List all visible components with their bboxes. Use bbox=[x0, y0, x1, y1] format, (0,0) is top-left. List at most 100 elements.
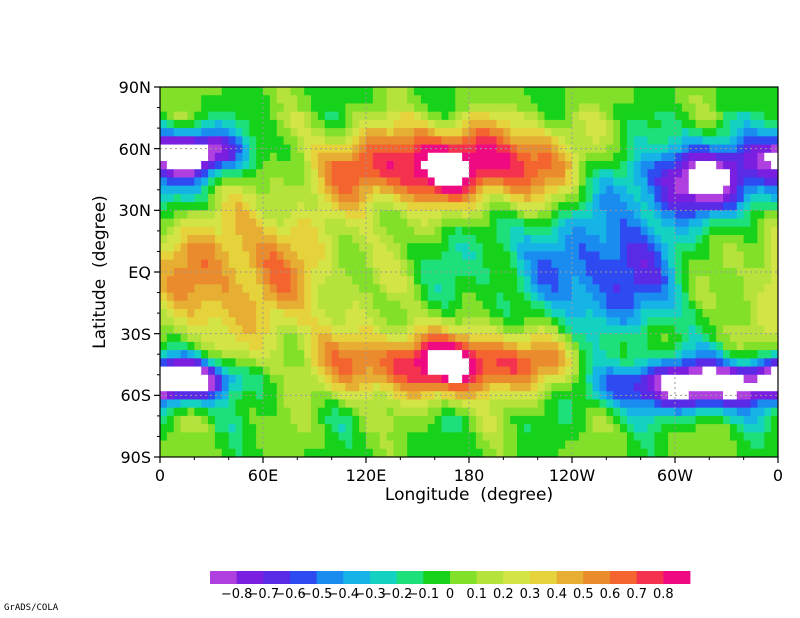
heatmap-cell bbox=[366, 440, 374, 450]
heatmap-cell bbox=[537, 383, 546, 392]
heatmap-cell bbox=[235, 383, 243, 392]
heatmap-cell bbox=[640, 169, 649, 179]
heatmap-cell bbox=[249, 161, 257, 170]
heatmap-cell bbox=[544, 226, 552, 236]
heatmap-cell bbox=[626, 161, 635, 170]
heatmap-cell bbox=[757, 276, 765, 285]
heatmap-cell bbox=[599, 251, 607, 261]
heatmap-cell bbox=[750, 366, 758, 376]
heatmap-cell bbox=[311, 95, 319, 105]
heatmap-cell bbox=[276, 111, 285, 121]
heatmap-cell bbox=[235, 243, 243, 253]
heatmap-cell bbox=[709, 358, 717, 368]
heatmap-cell bbox=[462, 350, 470, 359]
heatmap-cell bbox=[503, 161, 511, 170]
heatmap-cell bbox=[331, 399, 340, 409]
heatmap-cell bbox=[592, 325, 601, 335]
heatmap-cell bbox=[180, 193, 189, 203]
heatmap-cell bbox=[558, 251, 566, 261]
heatmap-cell bbox=[366, 95, 374, 105]
heatmap-cell bbox=[311, 383, 319, 392]
heatmap-cell bbox=[249, 350, 257, 359]
heatmap-cell bbox=[537, 128, 546, 137]
heatmap-cell bbox=[771, 128, 778, 137]
heatmap-cell bbox=[530, 325, 539, 335]
heatmap-cell bbox=[613, 243, 621, 253]
heatmap-cell bbox=[194, 341, 202, 351]
heatmap-cell bbox=[572, 333, 580, 343]
heatmap-cell bbox=[626, 300, 635, 310]
heatmap-cell bbox=[317, 300, 326, 310]
heatmap-cell bbox=[263, 358, 271, 368]
heatmap-cell bbox=[716, 284, 724, 294]
heatmap-cell bbox=[276, 424, 285, 433]
heatmap-cell bbox=[626, 407, 635, 417]
heatmap-cell bbox=[757, 235, 765, 244]
heatmap-cell bbox=[455, 284, 463, 294]
heatmap-cell bbox=[311, 424, 319, 433]
heatmap-cell bbox=[592, 193, 601, 203]
heatmap-cell bbox=[345, 136, 353, 146]
heatmap-cell bbox=[194, 87, 202, 96]
heatmap-cell bbox=[503, 185, 511, 195]
heatmap-cell bbox=[228, 358, 237, 368]
heatmap-cell bbox=[496, 292, 504, 302]
heatmap-cell bbox=[585, 136, 594, 146]
heatmap-cell bbox=[201, 226, 209, 236]
heatmap-cell bbox=[407, 119, 415, 129]
heatmap-cell bbox=[386, 218, 395, 228]
heatmap-cell bbox=[187, 119, 195, 129]
heatmap-cell bbox=[180, 152, 189, 162]
heatmap-cell bbox=[681, 136, 690, 146]
heatmap-cell bbox=[366, 325, 374, 335]
heatmap-cell bbox=[235, 128, 243, 137]
heatmap-cell bbox=[723, 235, 731, 244]
heatmap-cell bbox=[366, 391, 374, 401]
heatmap-cell bbox=[764, 111, 772, 121]
heatmap-cell bbox=[173, 210, 182, 220]
heatmap-cell bbox=[709, 317, 717, 327]
heatmap-cell bbox=[517, 284, 525, 294]
heatmap-cell bbox=[517, 276, 525, 285]
heatmap-cell bbox=[242, 103, 250, 113]
heatmap-cell bbox=[166, 276, 175, 285]
heatmap-cell bbox=[366, 103, 374, 113]
heatmap-cell bbox=[448, 448, 456, 457]
heatmap-cell bbox=[647, 309, 655, 318]
heatmap-cell bbox=[352, 185, 360, 195]
heatmap-cell bbox=[606, 259, 614, 269]
heatmap-cell bbox=[242, 95, 250, 105]
heatmap-cell bbox=[757, 128, 765, 137]
heatmap-cell bbox=[180, 374, 189, 384]
heatmap-cell bbox=[283, 185, 292, 195]
heatmap-cell bbox=[290, 226, 298, 236]
heatmap-cell bbox=[160, 193, 168, 203]
heatmap-cell bbox=[688, 358, 697, 368]
heatmap-cell bbox=[214, 292, 223, 302]
heatmap-cell bbox=[166, 185, 175, 195]
heatmap-cell bbox=[187, 424, 195, 433]
heatmap-cell bbox=[771, 144, 778, 154]
heatmap-cell bbox=[420, 358, 429, 368]
heatmap-cell bbox=[578, 391, 587, 401]
heatmap-cell bbox=[269, 169, 278, 179]
heatmap-cell bbox=[317, 95, 326, 105]
heatmap-cell bbox=[324, 399, 333, 409]
heatmap-cell bbox=[414, 325, 422, 335]
heatmap-cell bbox=[434, 169, 443, 179]
heatmap-cell bbox=[173, 161, 182, 170]
heatmap-cell bbox=[482, 243, 491, 253]
heatmap-cell bbox=[496, 111, 504, 121]
heatmap-cell bbox=[311, 267, 319, 277]
heatmap-cell bbox=[585, 226, 594, 236]
heatmap-cell bbox=[345, 424, 353, 433]
heatmap-cell bbox=[201, 358, 209, 368]
heatmap-cell bbox=[372, 185, 381, 195]
heatmap-cell bbox=[771, 374, 778, 384]
heatmap-cell bbox=[366, 161, 374, 170]
heatmap-cell bbox=[558, 111, 566, 121]
heatmap-cell bbox=[221, 210, 230, 220]
heatmap-cell bbox=[695, 87, 704, 96]
heatmap-cell bbox=[716, 399, 724, 409]
heatmap-cell bbox=[475, 119, 484, 129]
